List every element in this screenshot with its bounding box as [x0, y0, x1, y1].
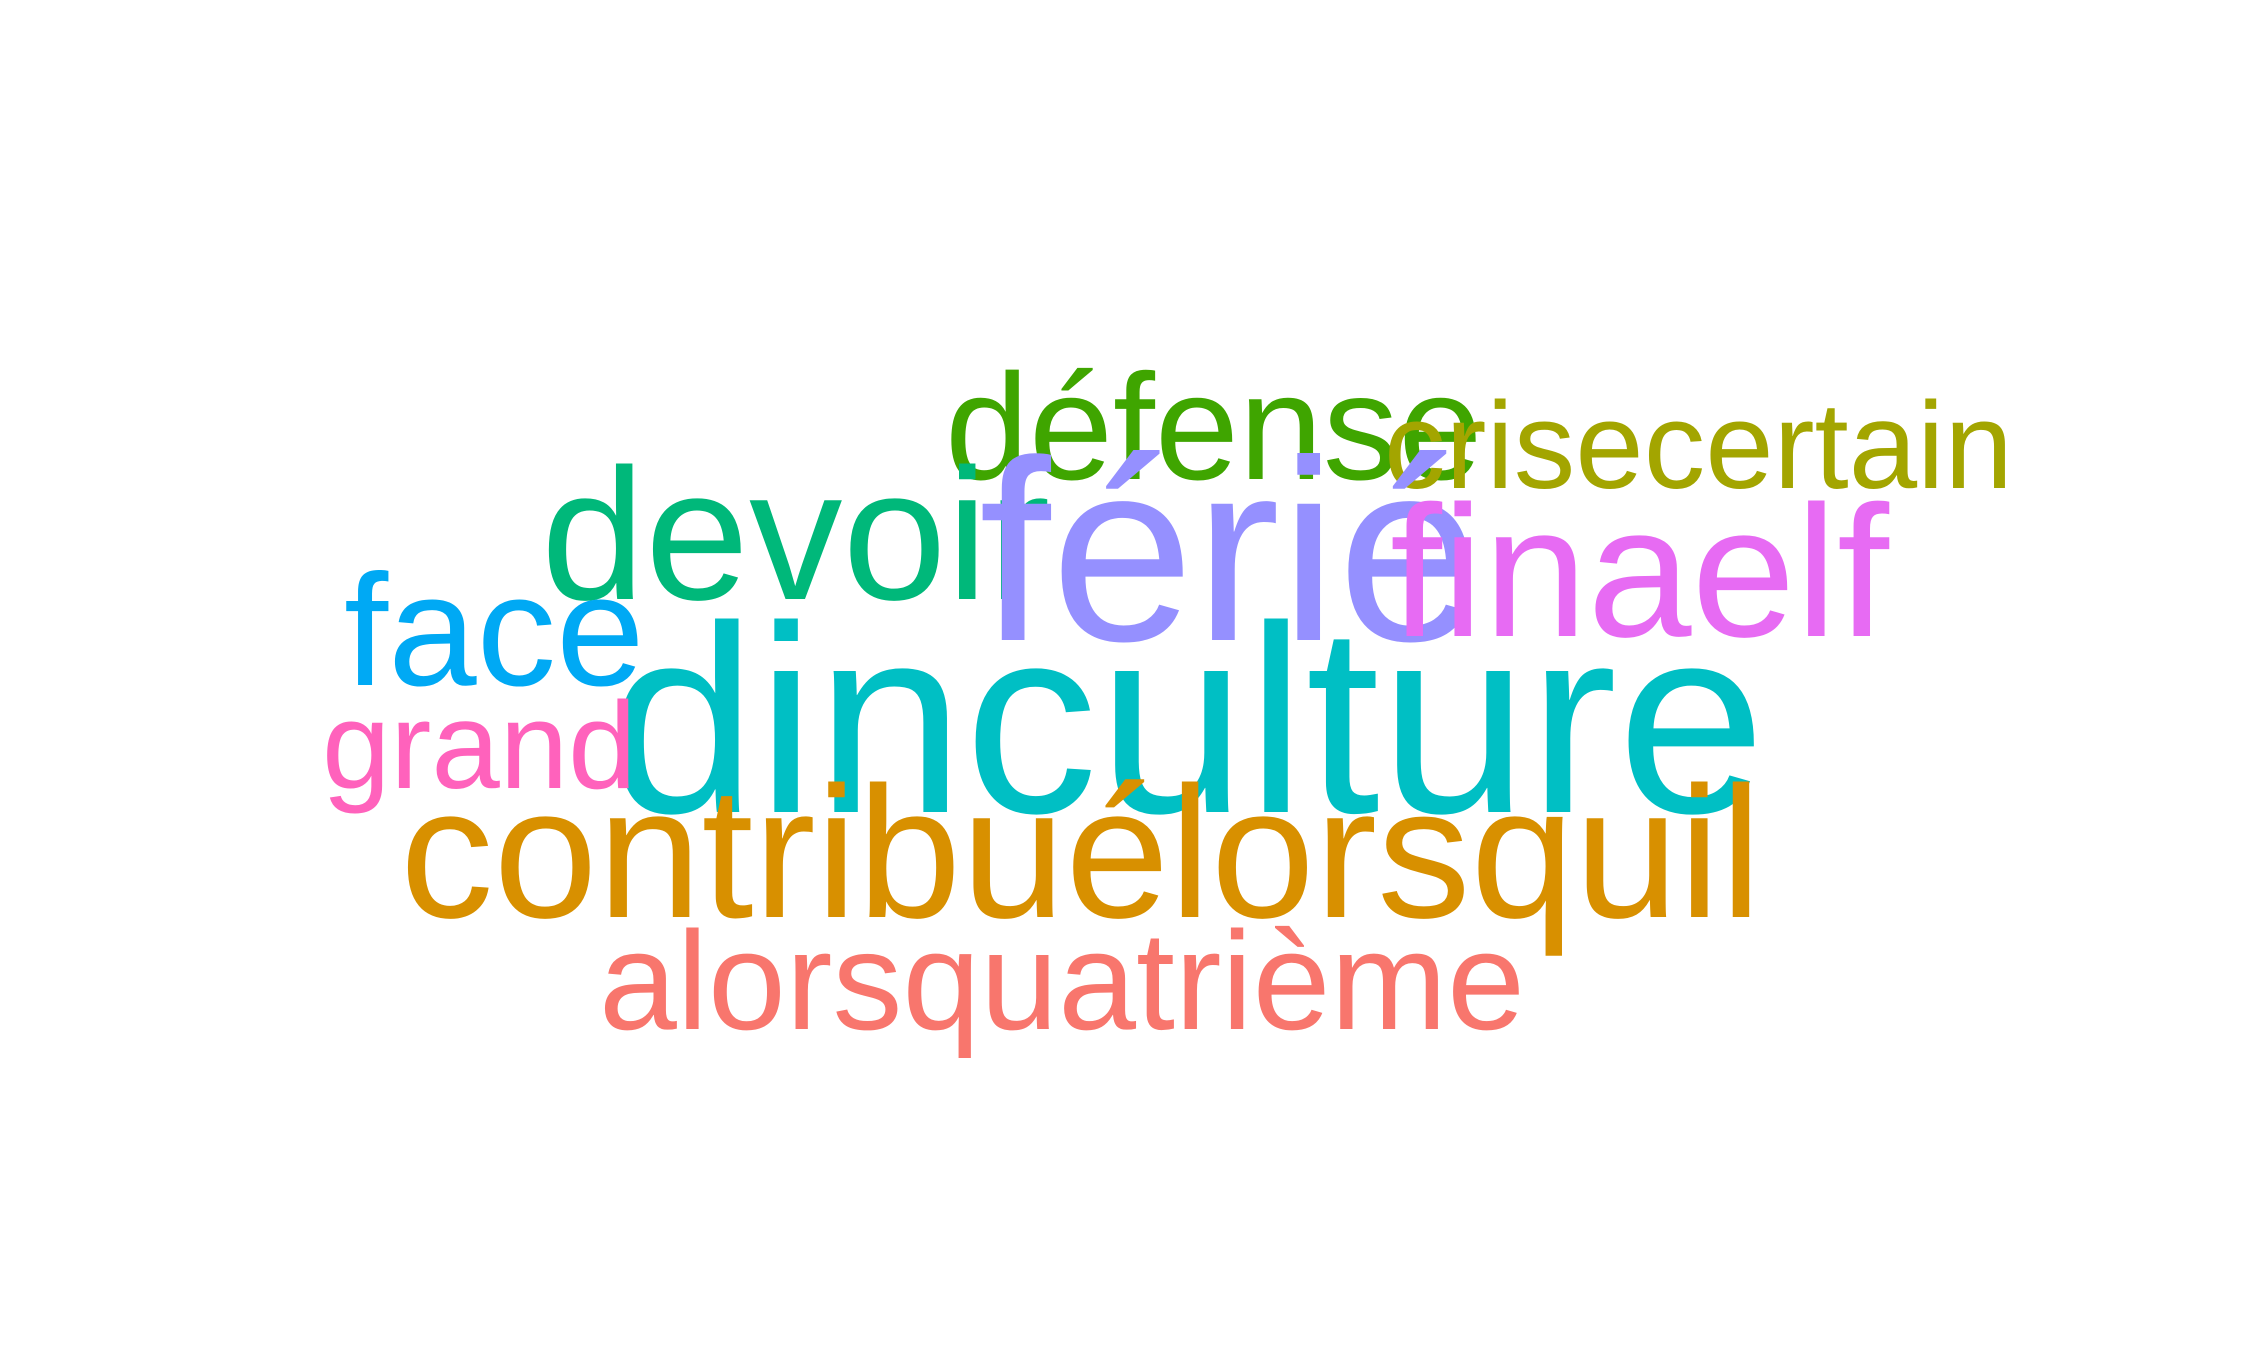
word-ferie: férié: [979, 406, 1481, 695]
word-face: face: [344, 541, 645, 719]
word-contribuelorsquil: contribuélorsquil: [400, 748, 1762, 957]
word-devoir: devoir: [541, 430, 1051, 639]
word-alorsquatrieme: alorsquatrième: [599, 902, 1525, 1059]
word-finaelf: finaelf: [1390, 467, 1890, 676]
word-crisecertain: crisecertain: [1384, 378, 2013, 515]
word-grand: grand: [322, 678, 637, 815]
word-defense: défense: [945, 342, 1483, 511]
word-dinculture: dinculture: [608, 570, 1766, 869]
